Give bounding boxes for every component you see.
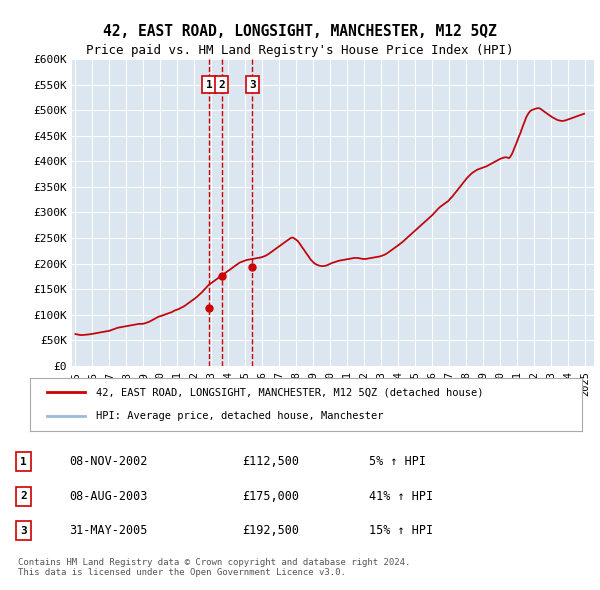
- Text: £192,500: £192,500: [242, 525, 299, 537]
- Text: Price paid vs. HM Land Registry's House Price Index (HPI): Price paid vs. HM Land Registry's House …: [86, 44, 514, 57]
- Text: 42, EAST ROAD, LONGSIGHT, MANCHESTER, M12 5QZ: 42, EAST ROAD, LONGSIGHT, MANCHESTER, M1…: [103, 24, 497, 38]
- Text: 15% ↑ HPI: 15% ↑ HPI: [369, 525, 433, 537]
- Text: 31-MAY-2005: 31-MAY-2005: [70, 525, 148, 537]
- Text: £112,500: £112,500: [242, 455, 299, 468]
- Text: Contains HM Land Registry data © Crown copyright and database right 2024.
This d: Contains HM Land Registry data © Crown c…: [18, 558, 410, 577]
- Text: 2: 2: [218, 80, 225, 90]
- Text: HPI: Average price, detached house, Manchester: HPI: Average price, detached house, Manc…: [96, 411, 384, 421]
- Text: 08-AUG-2003: 08-AUG-2003: [70, 490, 148, 503]
- Text: 1: 1: [206, 80, 212, 90]
- Text: 5% ↑ HPI: 5% ↑ HPI: [369, 455, 426, 468]
- Text: £175,000: £175,000: [242, 490, 299, 503]
- Text: 2: 2: [20, 491, 27, 502]
- Text: 08-NOV-2002: 08-NOV-2002: [70, 455, 148, 468]
- Text: 41% ↑ HPI: 41% ↑ HPI: [369, 490, 433, 503]
- Text: 42, EAST ROAD, LONGSIGHT, MANCHESTER, M12 5QZ (detached house): 42, EAST ROAD, LONGSIGHT, MANCHESTER, M1…: [96, 388, 484, 398]
- Text: 1: 1: [20, 457, 27, 467]
- Text: 3: 3: [249, 80, 256, 90]
- Text: 3: 3: [20, 526, 27, 536]
